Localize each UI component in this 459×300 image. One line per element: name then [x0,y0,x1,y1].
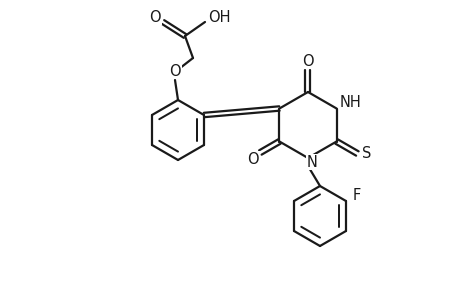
Text: O: O [247,152,258,167]
Text: NH: NH [339,95,361,110]
Text: S: S [361,146,370,161]
Text: F: F [352,188,360,203]
Text: O: O [149,10,161,25]
Text: O: O [302,53,313,68]
Text: OH: OH [207,10,230,25]
Text: N: N [306,154,317,169]
Text: O: O [169,64,180,79]
